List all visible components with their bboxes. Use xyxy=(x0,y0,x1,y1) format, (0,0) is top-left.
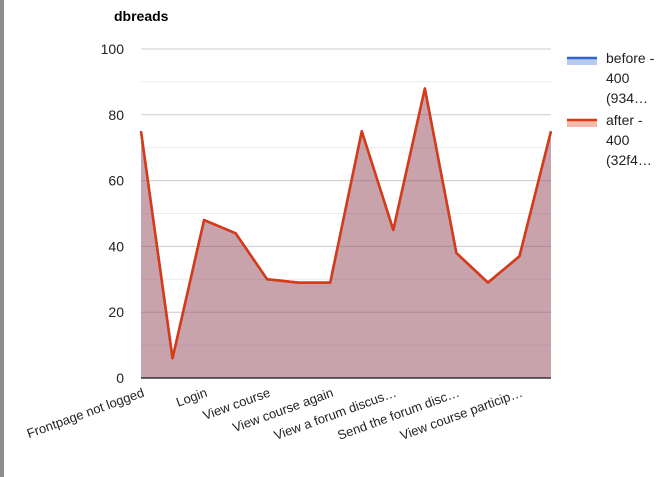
legend-item-0[interactable]: before - 400 (934… xyxy=(567,50,655,106)
legend-swatch xyxy=(567,120,597,127)
y-tick-label: 60 xyxy=(108,173,124,189)
series-area-0 xyxy=(141,88,551,378)
series-areas xyxy=(141,88,551,378)
legend-label: before - xyxy=(606,50,655,66)
y-tick-label: 100 xyxy=(101,41,125,57)
y-tick-label: 80 xyxy=(108,107,124,123)
legend[interactable]: before - 400 (934… after - 400 (32f4… xyxy=(567,50,655,168)
legend-item-1[interactable]: after - 400 (32f4… xyxy=(567,112,652,168)
y-tick-label: 0 xyxy=(116,370,124,386)
legend-label: after - xyxy=(606,112,643,128)
left-border xyxy=(0,0,4,477)
x-tick-label: Login xyxy=(174,385,209,410)
y-tick-label: 20 xyxy=(108,304,124,320)
legend-label: (32f4… xyxy=(606,152,652,168)
legend-label: 400 xyxy=(606,70,630,86)
series-area-1 xyxy=(141,88,551,378)
chart-title: dbreads xyxy=(114,8,169,24)
y-axis-labels: 0 20 40 60 80 100 xyxy=(101,41,125,386)
x-tick-label: Frontpage not logged xyxy=(25,385,146,441)
series-line-1[interactable] xyxy=(139,87,553,360)
legend-label: 400 xyxy=(606,132,630,148)
y-tick-label: 40 xyxy=(108,238,124,254)
legend-label: (934… xyxy=(606,90,648,106)
legend-swatch xyxy=(567,58,597,65)
series-lines xyxy=(139,87,553,360)
